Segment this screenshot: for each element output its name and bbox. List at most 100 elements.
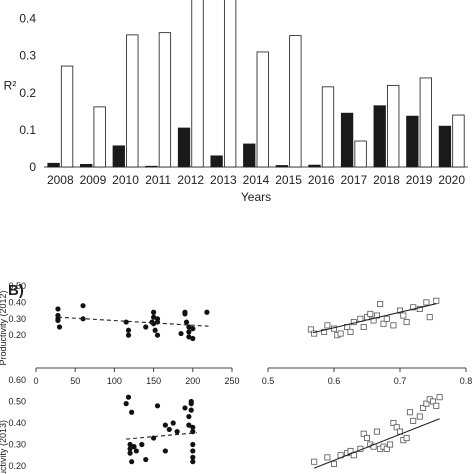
- data-point: [190, 326, 196, 332]
- data-point: [433, 297, 440, 304]
- bar: [438, 125, 452, 168]
- x-tick-label: 2012: [177, 173, 204, 187]
- data-point: [129, 409, 135, 415]
- data-point: [190, 424, 196, 430]
- data-point: [55, 306, 61, 312]
- data-point: [170, 420, 176, 426]
- y-tick-label: 0.20: [8, 330, 26, 340]
- y-tick-label: 0.60: [8, 375, 26, 385]
- data-point: [154, 332, 161, 338]
- data-point: [123, 319, 129, 325]
- bar: [419, 77, 432, 168]
- y-tick-label: 0.30: [8, 314, 26, 324]
- x-tick-label: 2010: [112, 173, 139, 187]
- x-tick-label: 2013: [210, 173, 237, 187]
- panel-b2-scatter: 0.5 0.6 0.7 0.8: [262, 297, 472, 386]
- data-point: [56, 324, 63, 330]
- data-point: [188, 407, 194, 413]
- data-point: [387, 441, 394, 448]
- data-point: [370, 443, 377, 450]
- data-point: [400, 312, 407, 319]
- data-point: [370, 317, 377, 324]
- data-point: [186, 422, 192, 428]
- data-point: [186, 413, 192, 420]
- data-point: [125, 332, 132, 338]
- data-point: [380, 320, 387, 327]
- data-point: [324, 322, 331, 329]
- data-point: [166, 426, 172, 433]
- data-point: [131, 444, 137, 450]
- x-tick-label: 0.6: [328, 376, 341, 386]
- data-point: [127, 450, 133, 456]
- data-point: [129, 459, 135, 465]
- data-point: [123, 401, 129, 407]
- data-point: [182, 405, 188, 411]
- y-tick-label: 0.20: [8, 461, 26, 471]
- bar: [47, 162, 60, 168]
- data-point: [416, 413, 423, 420]
- data-point: [311, 330, 318, 337]
- data-point: [429, 398, 436, 405]
- y-tick-label: 0.50: [8, 281, 26, 291]
- data-point: [396, 307, 403, 314]
- x-tick-label: 50: [70, 376, 80, 386]
- data-point: [190, 441, 196, 448]
- x-tick-label: 2019: [406, 173, 433, 187]
- data-point: [143, 324, 149, 330]
- x-tick-label: 150: [146, 376, 161, 386]
- y-tick-label: 0: [29, 160, 36, 174]
- x-tick-label: 2015: [275, 173, 302, 187]
- data-point: [190, 448, 196, 454]
- data-point: [127, 441, 133, 448]
- y-tick-label: 0.2: [19, 86, 36, 100]
- x-tick-label: 2016: [308, 173, 335, 187]
- bar: [308, 164, 321, 168]
- bar: [452, 114, 465, 168]
- data-point: [363, 435, 370, 442]
- bar: [243, 143, 256, 168]
- data-point: [80, 316, 86, 322]
- data-point: [162, 448, 168, 454]
- bar: [223, 0, 237, 168]
- bar: [60, 65, 74, 168]
- data-point: [190, 335, 196, 342]
- data-point: [133, 448, 139, 454]
- bar: [210, 155, 223, 168]
- data-point: [125, 394, 132, 400]
- bar: [112, 145, 125, 168]
- data-point: [423, 299, 430, 306]
- data-point: [307, 326, 314, 333]
- data-point: [186, 334, 192, 340]
- data-point: [151, 309, 157, 315]
- trend-line: [126, 432, 197, 440]
- data-point: [390, 322, 397, 329]
- data-point: [337, 330, 344, 337]
- y-axis-label: R²: [4, 78, 17, 92]
- data-point: [373, 428, 380, 435]
- bar: [406, 115, 419, 168]
- x-tick-label: 100: [107, 376, 122, 386]
- data-point: [416, 305, 423, 312]
- data-point: [436, 394, 443, 401]
- bar: [387, 84, 400, 168]
- data-point: [127, 446, 133, 452]
- data-point: [154, 403, 161, 409]
- bar: [256, 51, 269, 168]
- data-point: [324, 454, 331, 461]
- data-point: [188, 401, 194, 407]
- bar: [80, 164, 93, 168]
- x-tick-label: 2011: [145, 173, 171, 187]
- y-tick-label: 0.4: [19, 12, 36, 26]
- data-point: [178, 330, 184, 337]
- data-point: [139, 441, 145, 448]
- data-point: [410, 417, 417, 424]
- y-tick-label: 0.3: [19, 49, 36, 63]
- x-tick-label: 2017: [340, 173, 367, 187]
- x-tick-label: 2009: [80, 173, 107, 187]
- data-point: [367, 310, 374, 317]
- data-point: [154, 319, 161, 325]
- bar: [93, 106, 106, 168]
- x-tick-label: 2014: [243, 173, 270, 187]
- data-point: [410, 304, 417, 311]
